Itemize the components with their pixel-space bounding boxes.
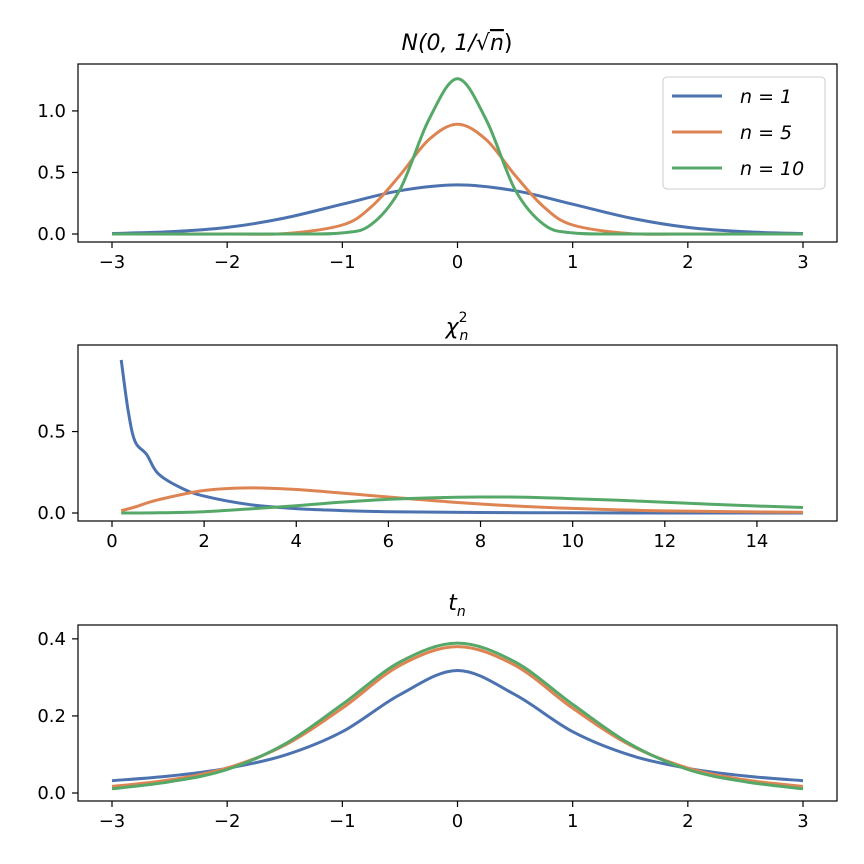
xtick-label-chi2: 6	[383, 531, 394, 552]
xtick-label-t: −1	[329, 811, 356, 832]
panel-chi2-title: χ2 n	[445, 310, 469, 344]
xtick-label-normal: 0	[452, 252, 463, 273]
ytick-label-chi2: 0.0	[37, 503, 66, 524]
xtick-label-normal: 3	[797, 252, 808, 273]
legend: n = 1 n = 5 n = 10	[662, 76, 826, 190]
ytick-label-t: 0.0	[37, 783, 66, 804]
ytick-label-normal: 0.5	[37, 162, 66, 183]
title-normal-main: N(0, 1/	[401, 31, 478, 56]
title-normal-sqrt: √	[476, 31, 491, 56]
xtick-label-chi2: 0	[106, 531, 117, 552]
title-t-sub: n	[457, 604, 466, 620]
title-chi2-sup: 2	[459, 310, 468, 326]
series-line-t-n1	[111, 669, 804, 783]
title-t-main: t	[448, 591, 458, 616]
xtick-label-t: −2	[214, 811, 241, 832]
panel-normal-title: N(0, 1/√n)	[401, 31, 512, 56]
ytick-label-normal: 0.0	[37, 224, 66, 245]
xtick-label-chi2: 4	[291, 531, 302, 552]
xtick-label-normal: −1	[329, 252, 356, 273]
plot-t-lines	[111, 641, 804, 791]
xtick-label-normal: −3	[99, 252, 126, 273]
panel-t: tn −3 −2 −1 0 1 2 3 0.0 0.2 0.4	[37, 591, 838, 832]
axes-t: −3 −2 −1 0 1 2 3 0.0 0.2 0.4	[37, 624, 838, 832]
title-chi2-sub: n	[460, 328, 469, 344]
series-line-chi2-n5	[120, 486, 804, 514]
ytick-label-normal: 1.0	[37, 101, 66, 122]
plot-chi2-lines	[119, 359, 804, 515]
panel-chi2: χ2 n 0 2 4 6 8 10 12 140.00.5	[37, 310, 838, 552]
xtick-label-t: 2	[682, 811, 693, 832]
xtick-label-normal: 1	[567, 252, 578, 273]
ytick-label-t: 0.2	[37, 706, 66, 727]
xtick-label-chi2: 12	[653, 531, 676, 552]
legend-box	[662, 76, 826, 190]
legend-label-n10: n = 10	[740, 158, 804, 180]
xtick-label-normal: −2	[214, 252, 241, 273]
series-line-t-n5	[111, 645, 804, 788]
series-line-t-n10	[111, 641, 804, 791]
axes-chi2: 0 2 4 6 8 10 12 14 0.0 0.5	[37, 344, 838, 552]
series-line-normal-n10	[111, 77, 804, 236]
xtick-label-chi2: 14	[745, 531, 768, 552]
title-chi2-main: χ	[445, 315, 460, 340]
xtick-label-t: 0	[452, 811, 463, 832]
ytick-label-t: 0.4	[37, 629, 66, 650]
xtick-label-t: 1	[567, 811, 578, 832]
xtick-label-t: −3	[99, 811, 126, 832]
panel-t-title: tn	[448, 591, 466, 620]
xtick-label-chi2: 2	[198, 531, 209, 552]
series-line-chi2-n10	[121, 495, 804, 515]
series-line-normal-n1	[111, 183, 804, 235]
xtick-label-t: 3	[797, 811, 808, 832]
xtick-label-chi2: 10	[561, 531, 584, 552]
legend-label-n5: n = 5	[740, 122, 792, 144]
xtick-label-chi2: 8	[475, 531, 486, 552]
ytick-label-chi2: 0.5	[37, 422, 66, 443]
xtick-label-normal: 2	[682, 252, 693, 273]
axes-normal: −3 −2 −1 0 1 2 3 0.0 0.5 1.0	[37, 63, 838, 273]
axes-frame-chi2	[77, 344, 838, 522]
title-normal-over: n	[490, 31, 504, 56]
title-normal-tail: )	[504, 31, 513, 56]
legend-label-n1: n = 1	[740, 86, 792, 108]
plot-normal-lines	[111, 77, 804, 236]
panel-normal: N(0, 1/√n) −3 −2 −1 0 1 2 3 0.0 0.5 1.0 n = 1 n =…	[37, 31, 838, 273]
